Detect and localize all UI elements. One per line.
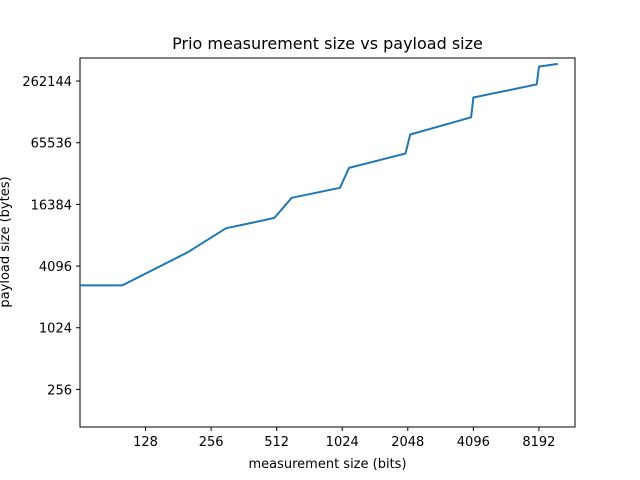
plot-frame bbox=[79, 57, 576, 428]
y-tick-label: 4096 bbox=[39, 260, 72, 275]
x-tick-label: 512 bbox=[264, 435, 289, 450]
chart-title: Prio measurement size vs payload size bbox=[172, 34, 483, 53]
x-tick-label: 256 bbox=[199, 435, 224, 450]
x-axis: 128 256 512 1024 2048 4096 8192 bbox=[133, 427, 555, 450]
x-axis-title: measurement size (bits) bbox=[248, 457, 406, 472]
y-tick-label: 262144 bbox=[22, 75, 72, 90]
y-tick-label: 256 bbox=[47, 383, 72, 398]
y-tick-label: 1024 bbox=[39, 322, 72, 337]
y-tick-label: 16384 bbox=[31, 198, 72, 213]
x-tick-label: 4096 bbox=[457, 435, 490, 450]
y-axis-title: payload size (bytes) bbox=[0, 176, 13, 307]
y-tick-label: 65536 bbox=[31, 137, 72, 152]
y-axis: 256 1024 4096 16384 65536 262144 bbox=[22, 75, 80, 398]
x-tick-label: 1024 bbox=[326, 435, 359, 450]
x-tick-label: 8192 bbox=[522, 435, 555, 450]
x-tick-label: 2048 bbox=[391, 435, 424, 450]
x-tick-label: 128 bbox=[133, 435, 158, 450]
series-line-payload-size bbox=[80, 62, 558, 287]
